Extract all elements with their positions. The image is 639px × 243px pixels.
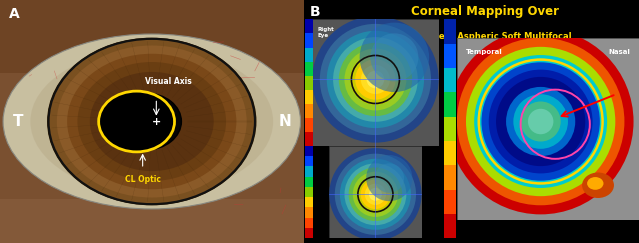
FancyBboxPatch shape — [329, 146, 422, 238]
FancyBboxPatch shape — [444, 214, 456, 238]
FancyBboxPatch shape — [305, 156, 313, 166]
Ellipse shape — [582, 173, 614, 198]
FancyBboxPatch shape — [305, 228, 313, 238]
Circle shape — [98, 91, 174, 152]
Circle shape — [366, 155, 412, 201]
FancyBboxPatch shape — [305, 132, 313, 146]
Circle shape — [49, 39, 255, 204]
Circle shape — [496, 77, 585, 166]
Text: Corneal Mapping Over: Corneal Mapping Over — [411, 5, 558, 18]
FancyBboxPatch shape — [305, 118, 313, 132]
Circle shape — [355, 59, 396, 100]
FancyBboxPatch shape — [444, 141, 456, 165]
FancyBboxPatch shape — [305, 76, 313, 90]
FancyBboxPatch shape — [304, 0, 639, 243]
Text: A: A — [9, 7, 20, 21]
Text: Visual Axis: Visual Axis — [145, 77, 192, 86]
FancyBboxPatch shape — [312, 19, 438, 146]
Text: CL Optic: CL Optic — [125, 175, 160, 184]
FancyBboxPatch shape — [444, 92, 456, 117]
Circle shape — [513, 94, 568, 149]
Text: T: T — [13, 114, 24, 129]
FancyBboxPatch shape — [444, 19, 456, 44]
Circle shape — [357, 176, 394, 213]
Circle shape — [57, 45, 247, 198]
FancyBboxPatch shape — [305, 19, 313, 34]
FancyBboxPatch shape — [444, 44, 456, 68]
FancyBboxPatch shape — [305, 166, 313, 177]
Circle shape — [312, 16, 438, 143]
Ellipse shape — [112, 115, 120, 126]
FancyBboxPatch shape — [444, 117, 456, 141]
Circle shape — [448, 29, 633, 214]
Circle shape — [111, 94, 181, 149]
Text: Center Near Aspheric Soft Multifocal: Center Near Aspheric Soft Multifocal — [397, 32, 572, 41]
Text: Right
Eye: Right Eye — [318, 27, 334, 38]
Text: Visual
Axis: Visual Axis — [611, 91, 636, 104]
FancyBboxPatch shape — [305, 90, 313, 104]
Circle shape — [374, 163, 404, 193]
Ellipse shape — [3, 34, 300, 209]
FancyBboxPatch shape — [305, 104, 313, 118]
Circle shape — [369, 188, 382, 201]
Circle shape — [521, 102, 560, 141]
Circle shape — [329, 148, 422, 241]
FancyBboxPatch shape — [305, 61, 313, 76]
FancyBboxPatch shape — [305, 207, 313, 218]
FancyBboxPatch shape — [0, 0, 304, 243]
Circle shape — [457, 38, 624, 205]
FancyBboxPatch shape — [457, 38, 639, 220]
FancyBboxPatch shape — [305, 146, 313, 156]
FancyBboxPatch shape — [305, 197, 313, 207]
Circle shape — [349, 167, 402, 221]
FancyBboxPatch shape — [305, 34, 313, 48]
Circle shape — [344, 163, 406, 225]
Text: +: + — [151, 116, 161, 127]
Circle shape — [360, 180, 390, 209]
Ellipse shape — [30, 49, 273, 194]
FancyBboxPatch shape — [444, 190, 456, 214]
Ellipse shape — [587, 177, 603, 190]
Circle shape — [353, 172, 398, 217]
Circle shape — [67, 54, 236, 189]
Circle shape — [528, 109, 553, 134]
FancyBboxPatch shape — [305, 48, 313, 61]
Circle shape — [109, 92, 182, 151]
Circle shape — [90, 72, 213, 171]
Circle shape — [365, 184, 386, 205]
Circle shape — [506, 87, 575, 156]
Text: N: N — [279, 114, 291, 129]
Circle shape — [344, 49, 406, 110]
Circle shape — [371, 33, 419, 81]
Circle shape — [47, 38, 256, 205]
Circle shape — [327, 31, 424, 128]
FancyBboxPatch shape — [305, 218, 313, 228]
Circle shape — [77, 62, 226, 181]
FancyBboxPatch shape — [0, 199, 304, 243]
Circle shape — [320, 24, 431, 135]
Circle shape — [474, 55, 607, 188]
Circle shape — [339, 43, 412, 116]
Circle shape — [333, 37, 418, 122]
Circle shape — [335, 154, 416, 235]
FancyBboxPatch shape — [305, 177, 313, 187]
Circle shape — [367, 71, 384, 88]
FancyBboxPatch shape — [305, 187, 313, 197]
FancyBboxPatch shape — [444, 165, 456, 190]
Text: B: B — [311, 5, 321, 19]
Circle shape — [360, 23, 429, 92]
Circle shape — [481, 62, 600, 181]
Circle shape — [340, 159, 411, 230]
Text: Nasal: Nasal — [608, 49, 630, 55]
Circle shape — [489, 69, 592, 174]
Text: Temporal: Temporal — [466, 49, 503, 55]
Circle shape — [361, 65, 390, 94]
Circle shape — [350, 54, 401, 105]
FancyBboxPatch shape — [0, 0, 304, 73]
FancyBboxPatch shape — [444, 68, 456, 92]
Circle shape — [466, 47, 615, 196]
